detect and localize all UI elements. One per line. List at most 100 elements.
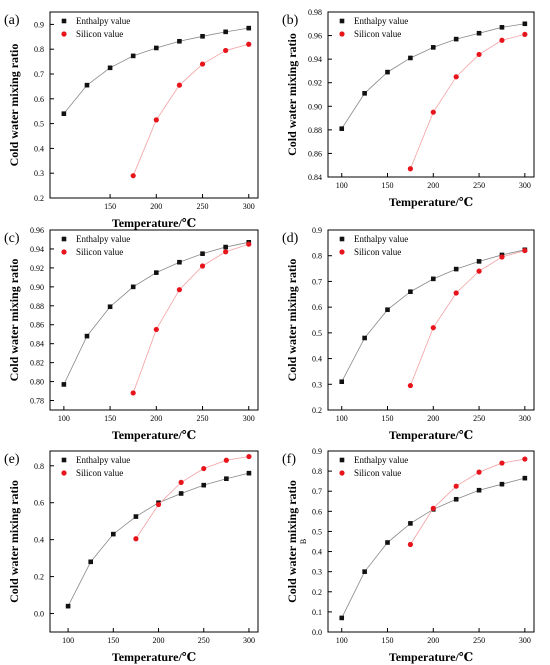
enthalpy-point: [430, 276, 436, 282]
y-tick-label: 0.6: [312, 303, 322, 312]
chart-panel: (e) 0.0 0.2 0.4 0.6 0.8 100 150 200 250 300 Tempera…: [4, 450, 259, 664]
silicon-line: [132, 43, 249, 176]
x-tick-label: 100: [62, 636, 74, 645]
enthalpy-point: [177, 38, 182, 44]
enthalpy-point: [61, 111, 67, 116]
silicon-point: [476, 469, 482, 475]
enthalpy-point: [178, 491, 184, 496]
enthalpy-point: [133, 514, 139, 519]
panel-label: (b): [282, 13, 299, 28]
x-tick-label: 200: [427, 181, 439, 190]
enthalpy-point: [88, 559, 93, 565]
y-tick-label: 0.1: [312, 608, 322, 617]
panel-label: (c): [4, 231, 20, 246]
x-axis-title: Temperature/℃: [389, 650, 473, 664]
y-tick-label: 0.2: [312, 588, 322, 597]
legend-silicon-marker: [61, 470, 67, 476]
y-tick-label: 0.5: [34, 120, 44, 129]
x-tick-label: 250: [473, 414, 485, 423]
silicon-point: [130, 390, 136, 396]
silicon-point: [499, 254, 505, 260]
y-tick-label: 0.2: [34, 194, 44, 203]
silicon-point: [476, 268, 482, 274]
y-tick-label: 0.92: [308, 79, 322, 88]
y-tick-label: 0.7: [312, 277, 322, 286]
enthalpy-point: [408, 55, 413, 61]
plot-frame: [49, 11, 259, 199]
silicon-point: [223, 47, 229, 54]
silicon-point: [407, 541, 413, 548]
y-tick-label: 0.3: [312, 568, 322, 577]
silicon-line: [410, 458, 525, 545]
y-tick-label: 0.8: [312, 252, 322, 261]
y-tick-label: 0.7: [312, 487, 322, 496]
y-axis-title: Cold water mixing ratio: [7, 44, 21, 167]
plot-frame: [49, 450, 259, 633]
y-axis-title: Cold water mixing ratio: [7, 259, 21, 382]
legend-enthalpy-label: Enthalpy value: [354, 16, 408, 26]
silicon-point: [201, 465, 207, 472]
x-tick-label: 100: [336, 414, 348, 423]
x-tick-label: 200: [427, 636, 439, 645]
x-tick-label: 300: [243, 636, 255, 645]
plot-frame: [327, 229, 535, 411]
x-tick-label: 150: [107, 636, 119, 645]
x-tick-label: 250: [473, 636, 485, 645]
enthalpy-point: [408, 289, 413, 295]
chart-panel: (a) 0.2 0.3 0.4 0.5 0.6 0.7 0.8 0.9 150 200 250 300 T…: [4, 11, 259, 230]
legend-silicon-marker: [61, 31, 67, 37]
silicon-point: [476, 51, 482, 58]
y-tick-label: 0.84: [30, 340, 44, 349]
x-axis-title: Temperature/℃: [389, 195, 473, 209]
x-tick-label: 300: [519, 636, 531, 645]
enthalpy-point: [362, 91, 367, 96]
x-tick-label: 200: [150, 202, 162, 211]
y-tick-label: 0.96: [30, 226, 44, 235]
enthalpy-point: [385, 540, 390, 545]
silicon-point: [133, 536, 139, 542]
x-tick-label: 250: [197, 414, 209, 423]
x-tick-label: 300: [243, 202, 255, 211]
y-tick-label: 0.3: [312, 380, 322, 389]
enthalpy-point: [223, 29, 228, 35]
y-tick-label: 0.8: [312, 467, 322, 476]
silicon-point: [246, 453, 252, 460]
y-tick-label: 0.96: [308, 32, 322, 41]
silicon-point: [499, 460, 505, 466]
silicon-point: [430, 505, 436, 511]
enthalpy-point: [362, 569, 367, 574]
y-tick-label: 0.84: [308, 173, 322, 182]
chart-panel: (c) 0.78 0.80 0.82 0.84 0.86 0.88 0.90 0.92 0.94 0…: [4, 226, 259, 442]
x-tick-label: 100: [336, 181, 348, 190]
x-tick-label: 200: [427, 414, 439, 423]
y-tick-label: 0.98: [308, 8, 322, 17]
silicon-point: [522, 456, 528, 462]
silicon-point: [130, 173, 136, 179]
x-tick-label: 100: [58, 414, 70, 423]
silicon-point: [153, 326, 159, 333]
x-tick-label: 200: [153, 636, 165, 645]
enthalpy-point: [246, 25, 252, 31]
y-axis-title: Cold water mixing ratio: [285, 259, 299, 382]
panel-label: (e): [4, 452, 20, 467]
silicon-point: [407, 382, 413, 389]
enthalpy-point: [453, 266, 459, 272]
x-tick-label: 100: [336, 636, 348, 645]
y-tick-label: 0.4: [312, 548, 322, 557]
silicon-point: [176, 287, 183, 293]
enthalpy-point: [154, 45, 159, 51]
y-tick-label: 0.6: [312, 507, 322, 516]
enthalpy-point: [84, 82, 90, 88]
silicon-point: [223, 249, 229, 255]
y-tick-label: 0.0: [312, 628, 322, 637]
y-tick-label: 0.4: [34, 536, 44, 545]
silicon-line: [410, 250, 525, 386]
silicon-line: [132, 243, 249, 394]
y-tick-label: 0.7: [34, 70, 44, 79]
y-tick-label: 0.88: [308, 126, 322, 135]
y-tick-label: 0.6: [34, 95, 44, 104]
x-axis-title: Temperature/℃: [112, 216, 196, 230]
y-tick-label: 0.88: [30, 302, 44, 311]
chart-panel: (d) 0.2 0.3 0.4 0.5 0.6 0.7 0.8 0.9 100 150 200 250 3…: [282, 226, 535, 442]
